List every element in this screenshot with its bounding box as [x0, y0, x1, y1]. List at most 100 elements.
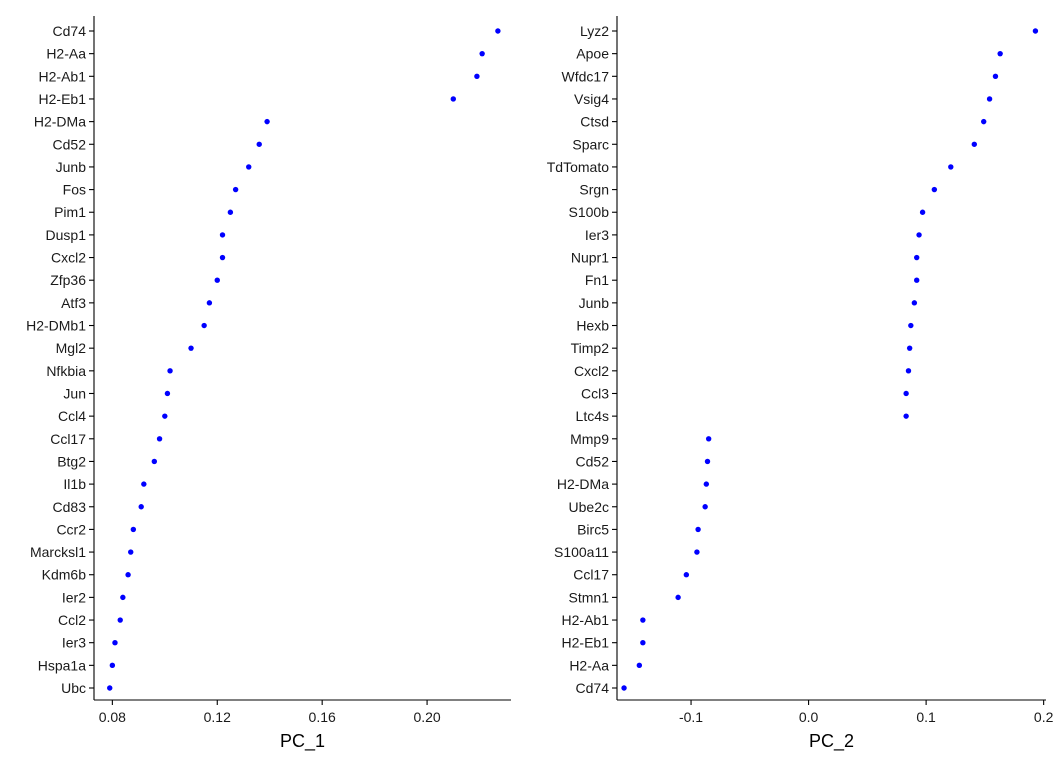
data-point [675, 594, 681, 601]
y-tick-label: Cxcl2 [51, 250, 86, 266]
data-point [107, 685, 113, 691]
data-point [992, 73, 999, 80]
data-point [138, 504, 144, 510]
data-point [256, 141, 262, 147]
y-tick-label: Fos [63, 182, 86, 198]
y-tick-label: S100a11 [554, 544, 609, 560]
data-point [911, 300, 918, 306]
data-point [636, 662, 643, 669]
data-point [997, 50, 1003, 57]
data-point [167, 368, 173, 374]
y-tick-label: Nfkbia [46, 363, 86, 379]
data-point [219, 254, 226, 261]
panel-pc1: Cd74 H2-Aa H2-Ab1 H2-Eb1 H2-DMa Cd52 Junb Fos Pi… [26, 16, 511, 752]
data-point [705, 436, 712, 442]
y-tick-label: Ube2c [569, 499, 609, 515]
y-tick-label: Cd52 [576, 453, 610, 469]
y-tick-label: H2-DMa [557, 476, 609, 492]
x-tick-label: 0.08 [99, 709, 126, 725]
y-tick-label: Cd83 [53, 499, 87, 515]
data-point [640, 639, 646, 646]
y-tick-label: Vsig4 [574, 91, 609, 107]
data-point [908, 322, 914, 329]
data-point [916, 232, 922, 238]
data-point [162, 413, 168, 419]
x-tick-label: 0.0 [799, 709, 819, 725]
y-tick-label: Hspa1a [38, 657, 86, 673]
data-point [141, 481, 147, 487]
y-tick-label: Mgl2 [56, 340, 87, 356]
y-tick-label: Pim1 [54, 204, 86, 220]
y-tick-label: Marcksl1 [30, 544, 86, 560]
y-tick-label: Fn1 [585, 272, 609, 288]
x-tick-label: -0.1 [679, 709, 703, 725]
y-tick-label: S100b [569, 204, 610, 220]
data-point [495, 28, 501, 34]
data-point [188, 345, 194, 351]
y-tick-label: Zfp36 [50, 272, 86, 288]
y-tick-label: H2-DMb1 [26, 318, 86, 334]
y-tick-label: Ccl4 [58, 408, 86, 424]
data-point [1032, 28, 1039, 34]
data-point [683, 572, 690, 578]
y-tick-label: Ubc [61, 680, 86, 696]
y-tick-label: Cd52 [53, 136, 87, 152]
data-point [479, 50, 485, 57]
data-point [227, 209, 234, 215]
data-point [128, 549, 134, 555]
y-tick-label: Apoe [576, 46, 609, 62]
y-tick-label: Junb [579, 295, 610, 311]
data-point [219, 232, 226, 238]
data-point [694, 549, 700, 555]
data-point [971, 141, 978, 147]
data-point [948, 164, 954, 170]
y-tick-label: Junb [56, 159, 87, 175]
data-point [931, 186, 938, 193]
data-point [640, 617, 646, 623]
data-point [246, 164, 252, 170]
x-axis-title: PC_1 [280, 731, 325, 752]
data-point [130, 526, 137, 533]
y-tick-label: H2-Ab1 [39, 68, 87, 84]
data-point [450, 96, 457, 102]
y-tick-label: Ccr2 [56, 521, 86, 537]
data-point [120, 594, 126, 601]
y-tick-label: Srgn [579, 182, 609, 198]
y-tick-label: Birc5 [577, 521, 609, 537]
data-point [695, 526, 701, 533]
x-tick-label: 0.20 [413, 709, 440, 725]
data-point [125, 572, 131, 578]
data-point [156, 436, 163, 442]
y-tick-label: H2-Ab1 [562, 612, 610, 628]
data-point [232, 186, 239, 193]
data-point [264, 118, 270, 125]
y-tick-label: Cxcl2 [574, 363, 609, 379]
data-point [112, 639, 118, 646]
data-point [981, 118, 987, 125]
y-tick-label: Dusp1 [46, 227, 87, 243]
data-point [986, 96, 993, 102]
y-tick-label: Stmn1 [569, 589, 610, 605]
data-point [206, 300, 213, 306]
data-point [702, 504, 708, 510]
data-point [109, 662, 116, 669]
y-tick-label: Ier3 [585, 227, 609, 243]
y-tick-label: Atf3 [61, 295, 86, 311]
y-tick-label: Jun [63, 385, 86, 401]
x-tick-label: 0.16 [309, 709, 336, 725]
y-tick-label: H2-DMa [34, 114, 86, 130]
y-tick-label: Wfdc17 [562, 68, 610, 84]
y-tick-label: Btg2 [57, 453, 86, 469]
y-tick-label: Lyz2 [580, 23, 609, 39]
y-tick-label: Kdm6b [42, 567, 87, 583]
x-tick-label: 0.1 [916, 709, 936, 725]
x-tick-label: 0.2 [1034, 709, 1054, 725]
panel-pc2: Lyz2 Apoe Wfdc17 Vsig4 Ctsd Sparc TdTomato Srgn… [547, 16, 1054, 752]
y-tick-label: H2-Eb1 [562, 635, 610, 651]
y-tick-label: Ier2 [62, 589, 86, 605]
y-tick-label: Ier3 [62, 635, 86, 651]
y-tick-label: Ccl3 [581, 385, 609, 401]
y-tick-label: Ctsd [580, 114, 609, 130]
